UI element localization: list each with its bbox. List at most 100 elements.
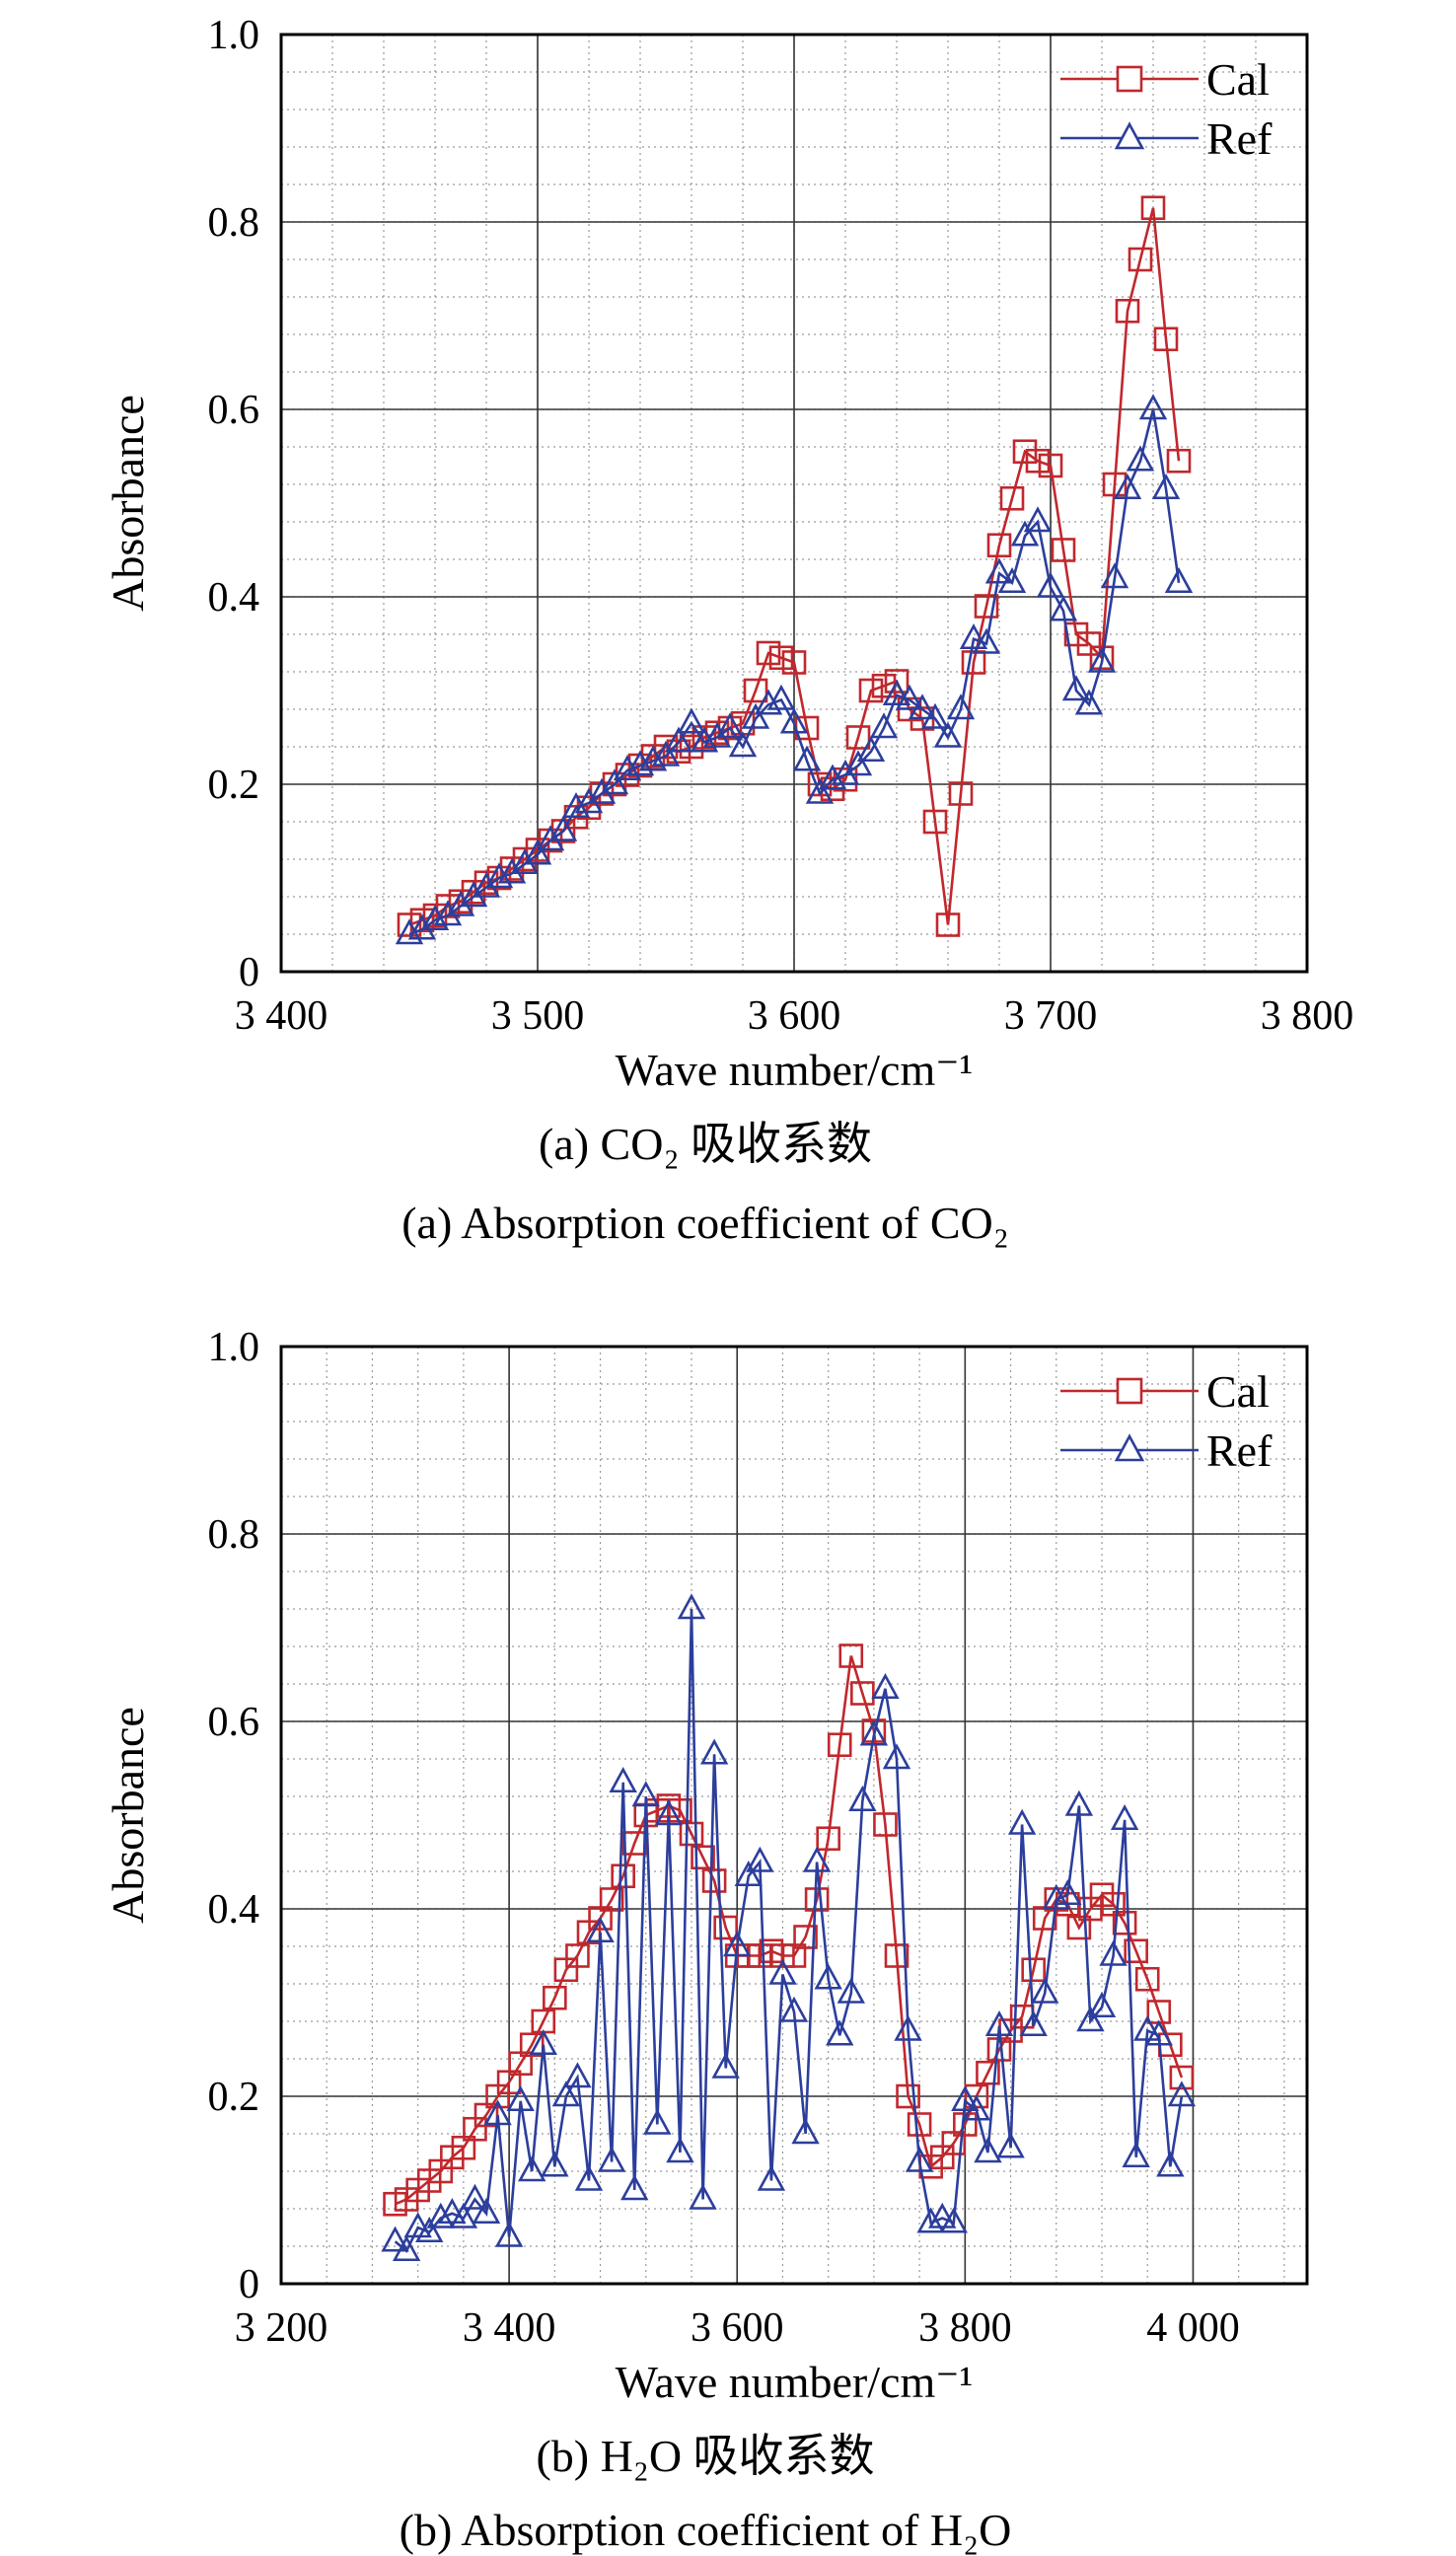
data-point-ref <box>677 707 706 734</box>
data-point-ref <box>894 2014 922 2041</box>
data-point-ref <box>654 1799 684 1826</box>
data-point-cal <box>884 669 910 694</box>
data-point-ref <box>734 1861 763 1887</box>
data-point-cal <box>922 809 948 835</box>
data-point-cal <box>1140 195 1166 221</box>
data-point-ref <box>1007 1808 1037 1835</box>
data-point-ref <box>1054 1879 1082 1906</box>
data-point-ref <box>715 712 745 739</box>
data-point-ref <box>1099 1939 1128 1966</box>
data-point-cal <box>986 533 1012 558</box>
data-point-ref <box>972 627 1001 654</box>
legend-marker-ref <box>1114 1433 1145 1462</box>
data-point-cal <box>1025 448 1051 474</box>
data-point-ref <box>1019 2010 1048 2037</box>
x-tick-label: 3 200 <box>235 2305 328 2351</box>
data-point-ref <box>895 684 924 710</box>
data-point-ref <box>631 1781 660 1807</box>
data-point-ref <box>1061 675 1091 701</box>
data-point-ref <box>574 787 604 814</box>
data-point-ref <box>1076 2006 1105 2032</box>
data-point-ref <box>438 2198 467 2225</box>
x-axis-label: Wave number/cm⁻¹ <box>616 1045 974 1095</box>
data-point-ref <box>916 2207 945 2233</box>
data-point-ref <box>933 721 963 748</box>
data-point-ref <box>951 2085 980 2112</box>
data-point-cal <box>1166 448 1192 474</box>
data-point-ref <box>651 740 681 767</box>
y-tick-label: 1.0 <box>208 1325 260 1370</box>
y-tick-label: 0.4 <box>208 575 260 621</box>
data-point-ref <box>420 905 450 931</box>
data-point-ref <box>497 857 527 884</box>
data-point-ref <box>446 890 475 916</box>
data-point-ref <box>928 2202 957 2228</box>
data-point-ref <box>974 2137 1002 2163</box>
data-point-cal <box>473 870 499 896</box>
data-point-ref <box>472 2198 501 2225</box>
series-ref <box>395 394 1194 945</box>
data-point-cal <box>448 889 473 914</box>
data-point-cal <box>1089 645 1115 671</box>
data-point-ref <box>859 1719 889 1746</box>
data-point-ref <box>666 2137 694 2163</box>
series-group <box>395 195 1194 945</box>
data-point-ref <box>920 702 950 729</box>
data-point-ref <box>699 1738 729 1765</box>
data-point-ref <box>843 750 873 776</box>
data-point-cal <box>743 678 768 703</box>
data-point-ref <box>984 557 1014 584</box>
x-tick-label: 3 600 <box>691 2305 784 2351</box>
y-tick-label: 0.6 <box>208 1700 260 1745</box>
data-point-ref <box>882 680 911 706</box>
data-point-ref <box>484 862 514 889</box>
data-point-cal <box>679 734 704 760</box>
data-point-ref <box>518 2155 546 2182</box>
data-point-ref <box>871 1673 900 1700</box>
data-point-cal <box>1115 298 1140 324</box>
data-point-ref <box>802 1846 832 1872</box>
data-point-ref <box>702 721 732 748</box>
data-point-ref <box>1122 2142 1150 2168</box>
data-point-cal <box>397 913 422 937</box>
data-point-cal <box>611 1863 635 1889</box>
data-point-ref <box>415 2217 444 2243</box>
x-tick-label: 3 600 <box>748 993 841 1039</box>
data-point-ref <box>754 689 783 715</box>
data-point-cal <box>999 485 1025 511</box>
data-point-cal <box>599 1887 624 1912</box>
data-point-cal <box>1012 439 1038 465</box>
legend: Cal Ref <box>1060 54 1273 164</box>
data-point-ref <box>494 2221 524 2247</box>
data-point-ref <box>609 1767 637 1793</box>
legend-label-cal: Cal <box>1206 54 1270 105</box>
data-point-ref <box>433 900 463 926</box>
data-point-ref <box>1036 571 1065 598</box>
data-point-ref <box>541 2151 569 2177</box>
data-point-ref <box>1087 646 1117 673</box>
data-point-ref <box>856 736 886 763</box>
data-point-ref <box>483 2099 512 2126</box>
data-point-cal <box>1063 621 1089 647</box>
data-point-ref <box>1042 1883 1070 1910</box>
data-point-ref <box>677 1593 706 1620</box>
data-point-ref <box>1074 689 1104 715</box>
data-point-cal <box>948 781 974 806</box>
data-point-ref <box>403 2212 432 2238</box>
data-point-ref <box>831 759 860 785</box>
data-point-cal <box>543 1985 567 2010</box>
data-point-ref <box>779 1996 809 2022</box>
data-point-cal <box>461 879 486 905</box>
legend-label-ref: Ref <box>1206 113 1273 164</box>
data-point-ref <box>449 2202 478 2228</box>
data-point-ref <box>459 881 488 908</box>
data-point-ref <box>723 1931 752 1957</box>
data-point-ref <box>1049 595 1078 621</box>
data-point-ref <box>551 2081 581 2107</box>
data-point-ref <box>962 2094 991 2121</box>
data-point-cal <box>1134 1966 1160 1992</box>
data-point-cal <box>691 1845 715 1870</box>
data-point-ref <box>574 2164 604 2191</box>
y-tick-label: 0 <box>239 950 259 995</box>
data-point-ref <box>1126 445 1155 472</box>
